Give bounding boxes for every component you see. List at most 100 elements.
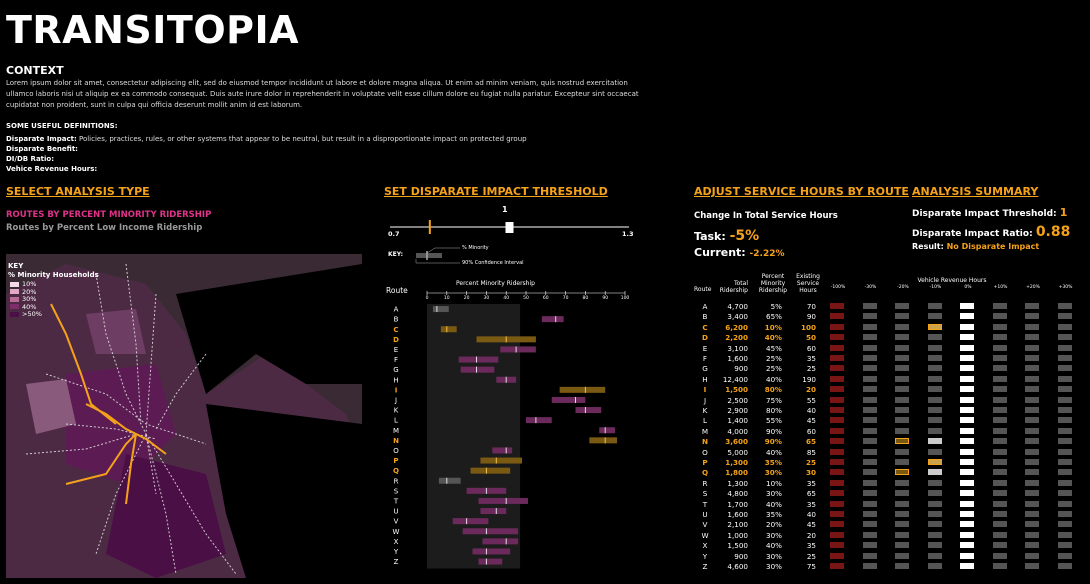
- vrh-option-button[interactable]: [1025, 490, 1039, 497]
- vrh-option-button[interactable]: [862, 448, 877, 455]
- vrh-option-button[interactable]: [927, 344, 942, 351]
- vrh-option-button[interactable]: [1025, 355, 1039, 361]
- vrh-option-button[interactable]: [862, 490, 877, 497]
- vrh-option-button[interactable]: [1025, 323, 1039, 330]
- vrh-option-button[interactable]: [1025, 459, 1039, 465]
- vrh-option-button[interactable]: [960, 542, 974, 549]
- vrh-option-button[interactable]: [895, 303, 909, 309]
- vrh-option-button[interactable]: [992, 500, 1007, 507]
- vrh-option-button[interactable]: [1057, 334, 1072, 341]
- vrh-option-button[interactable]: [992, 344, 1007, 351]
- vrh-option-button[interactable]: [1025, 396, 1039, 403]
- vrh-option-button[interactable]: [927, 303, 942, 309]
- vrh-option-button[interactable]: [830, 396, 844, 403]
- vrh-option-button[interactable]: [992, 438, 1007, 445]
- vrh-option-button[interactable]: [992, 511, 1007, 517]
- vrh-option-button[interactable]: [992, 469, 1007, 476]
- vrh-option-button[interactable]: [1025, 552, 1039, 559]
- vrh-option-button[interactable]: [1057, 386, 1072, 393]
- vrh-option-button[interactable]: [927, 323, 942, 330]
- vrh-option-button[interactable]: [895, 479, 909, 486]
- vrh-option-button[interactable]: [992, 323, 1007, 330]
- analysis-option-minority[interactable]: ROUTES BY PERCENT MINORITY RIDERSHIP: [6, 210, 212, 220]
- vrh-option-button[interactable]: [895, 407, 909, 413]
- vrh-option-button[interactable]: [862, 407, 877, 413]
- vrh-option-button[interactable]: [1057, 531, 1072, 538]
- vrh-option-button[interactable]: [1057, 365, 1072, 372]
- vrh-option-button[interactable]: [960, 365, 974, 372]
- vrh-option-button[interactable]: [927, 375, 942, 382]
- vrh-option-button[interactable]: [1057, 448, 1072, 455]
- vrh-option-button[interactable]: [830, 479, 844, 486]
- vrh-option-button[interactable]: [830, 531, 844, 538]
- vrh-option-button[interactable]: [830, 323, 844, 330]
- vrh-option-button[interactable]: [1057, 511, 1072, 517]
- vrh-option-button[interactable]: [830, 303, 844, 309]
- vrh-option-button[interactable]: [1057, 417, 1072, 424]
- vrh-option-button[interactable]: [960, 386, 974, 393]
- vrh-option-button[interactable]: [960, 521, 974, 528]
- vrh-option-button[interactable]: [960, 313, 974, 320]
- vrh-option-button[interactable]: [1025, 511, 1039, 517]
- vrh-option-button[interactable]: [960, 490, 974, 497]
- vrh-option-button[interactable]: [862, 323, 877, 330]
- vrh-option-button[interactable]: [1025, 448, 1039, 455]
- vrh-option-button[interactable]: [1057, 479, 1072, 486]
- vrh-option-button[interactable]: [992, 427, 1007, 434]
- vrh-option-button[interactable]: [1057, 355, 1072, 361]
- vrh-option-button[interactable]: [992, 355, 1007, 361]
- vrh-option-button[interactable]: [1025, 542, 1039, 549]
- vrh-option-button[interactable]: [862, 313, 877, 320]
- vrh-option-button[interactable]: [830, 334, 844, 341]
- vrh-option-button[interactable]: [960, 427, 974, 434]
- threshold-slider[interactable]: [384, 214, 639, 242]
- vrh-option-button[interactable]: [830, 448, 844, 455]
- vrh-option-button[interactable]: [895, 521, 909, 528]
- vrh-option-button[interactable]: [1025, 479, 1039, 486]
- vrh-option-button[interactable]: [960, 531, 974, 538]
- vrh-option-button[interactable]: [992, 396, 1007, 403]
- route-map[interactable]: KEY % Minority Households 10% 20% 30% 40% >5…: [6, 254, 362, 578]
- vrh-option-button[interactable]: [862, 521, 877, 528]
- vrh-option-button[interactable]: [1057, 407, 1072, 413]
- vrh-option-button[interactable]: [960, 479, 974, 486]
- vrh-option-button[interactable]: [862, 365, 877, 372]
- vrh-option-button[interactable]: [927, 459, 942, 465]
- vrh-option-button[interactable]: [927, 531, 942, 538]
- vrh-option-button[interactable]: [992, 490, 1007, 497]
- vrh-option-button[interactable]: [992, 563, 1007, 569]
- vrh-option-button[interactable]: [1025, 521, 1039, 528]
- vrh-option-button[interactable]: [1025, 407, 1039, 413]
- vrh-option-button[interactable]: [895, 448, 909, 455]
- vrh-option-button[interactable]: [895, 375, 909, 382]
- vrh-option-button[interactable]: [862, 344, 877, 351]
- vrh-option-button[interactable]: [960, 303, 974, 309]
- vrh-option-button[interactable]: [862, 303, 877, 309]
- vrh-option-button[interactable]: [830, 365, 844, 372]
- vrh-option-button[interactable]: [927, 542, 942, 549]
- vrh-option-button[interactable]: [1025, 531, 1039, 538]
- vrh-option-button[interactable]: [960, 334, 974, 341]
- vrh-option-button[interactable]: [1025, 365, 1039, 372]
- vrh-option-button[interactable]: [1057, 459, 1072, 465]
- vrh-option-button[interactable]: [862, 386, 877, 393]
- vrh-option-button[interactable]: [1025, 438, 1039, 445]
- vrh-option-button[interactable]: [830, 490, 844, 497]
- vrh-option-button[interactable]: [960, 563, 974, 569]
- vrh-option-button[interactable]: [862, 396, 877, 403]
- vrh-option-button[interactable]: [862, 500, 877, 507]
- vrh-option-button[interactable]: [1025, 417, 1039, 424]
- vrh-option-button[interactable]: [830, 563, 844, 569]
- vrh-option-button[interactable]: [895, 365, 909, 372]
- vrh-option-button[interactable]: [992, 542, 1007, 549]
- vrh-option-button[interactable]: [895, 386, 909, 393]
- vrh-option-button[interactable]: [1025, 334, 1039, 341]
- analysis-option-low-income[interactable]: Routes by Percent Low Income Ridership: [6, 223, 203, 233]
- vrh-option-button[interactable]: [895, 531, 909, 538]
- vrh-option-button[interactable]: [992, 365, 1007, 372]
- vrh-option-button[interactable]: [895, 323, 909, 330]
- vrh-option-button[interactable]: [862, 469, 877, 476]
- vrh-option-button[interactable]: [927, 427, 942, 434]
- vrh-option-button[interactable]: [992, 386, 1007, 393]
- vrh-option-button[interactable]: [895, 511, 909, 517]
